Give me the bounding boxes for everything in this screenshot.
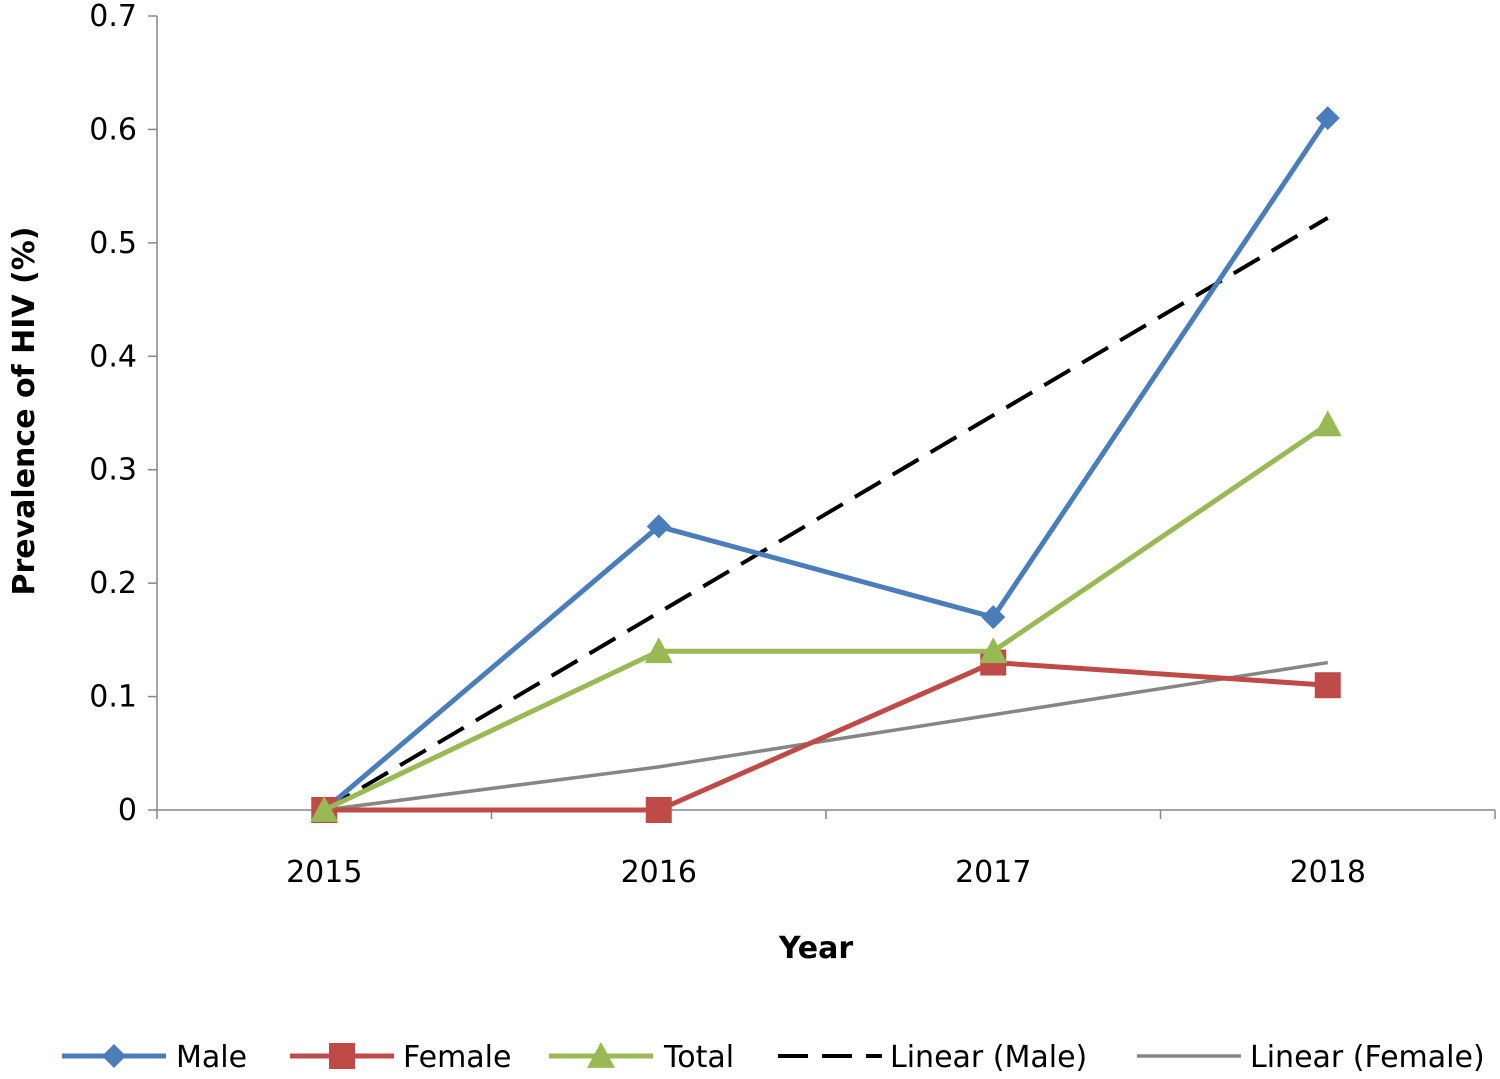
data-point-total <box>644 637 673 664</box>
data-point-total <box>1313 410 1342 437</box>
y-tick-label: 0.4 <box>89 339 137 374</box>
data-point-female <box>1314 672 1341 699</box>
series-line-linear-female <box>324 660 1329 812</box>
legend-item-male: Male <box>62 1040 247 1075</box>
data-point-total <box>310 796 339 822</box>
legend-item-linear-male: Linear (Male) <box>778 1040 1087 1075</box>
y-tick-label: 0.1 <box>89 680 137 715</box>
y-tick-label: 0.5 <box>89 226 137 261</box>
legend-item-female: Female <box>290 1040 511 1075</box>
x-tick-label: 2015 <box>286 855 362 890</box>
series-line-linear-male <box>323 216 1329 812</box>
data-point-male <box>1315 106 1340 131</box>
legend-item-total: Total <box>549 1040 734 1075</box>
legend: Male Female Total Linear (Male) Linear (Fema… <box>62 1040 1485 1075</box>
legend-marker-female <box>329 1043 355 1069</box>
y-axis-title: Prevalence of HIV (%) <box>7 226 42 595</box>
y-tick-label: 0.6 <box>89 112 137 147</box>
legend-label-total: Total <box>663 1040 734 1074</box>
y-tick-label: 0.7 <box>89 0 137 34</box>
legend-label-linear-male: Linear (Male) <box>890 1040 1087 1074</box>
legend-marker-total <box>587 1042 615 1068</box>
data-point-male <box>646 514 671 539</box>
series-layer <box>310 106 1342 823</box>
legend-item-linear-female: Linear (Female) <box>1137 1040 1485 1075</box>
y-tick-label: 0.3 <box>89 453 137 488</box>
legend-marker-male <box>102 1044 126 1068</box>
series-line-male <box>322 116 1330 812</box>
data-point-male <box>981 605 1006 630</box>
y-tick-label: 0.2 <box>89 566 137 601</box>
series-line-total <box>323 422 1330 813</box>
legend-label-linear-female: Linear (Female) <box>1250 1040 1485 1074</box>
axes: 0 0.1 0.2 0.3 0.4 0.5 0.6 0.7 2015 2016 2017 2018 Ye… <box>7 0 1496 966</box>
y-tick-label: 0 <box>118 793 137 828</box>
x-tick-label: 2017 <box>955 855 1031 890</box>
legend-label-male: Male <box>176 1040 247 1074</box>
x-axis-title: Year <box>778 931 854 966</box>
legend-label-female: Female <box>403 1040 511 1074</box>
x-tick-label: 2016 <box>621 855 697 890</box>
x-tick-label: 2018 <box>1290 855 1366 890</box>
data-point-total <box>979 637 1008 664</box>
data-point-female <box>645 797 672 823</box>
series-line-female <box>324 660 1328 813</box>
